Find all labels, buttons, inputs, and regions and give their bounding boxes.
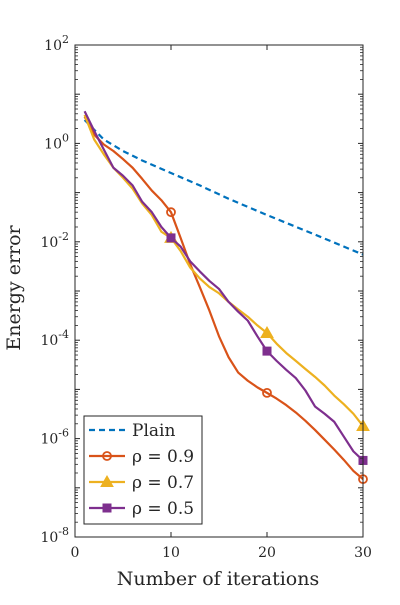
y-tick-label: 100 bbox=[44, 131, 69, 152]
legend-marker-2 bbox=[100, 474, 114, 487]
series-1-line bbox=[83, 116, 364, 480]
series-3-point bbox=[166, 233, 176, 243]
series-1-point bbox=[166, 207, 176, 218]
legend-marker-1 bbox=[102, 451, 112, 461]
x-tick-label: 30 bbox=[354, 545, 372, 561]
legend-label-0: Plain bbox=[132, 421, 175, 441]
series-2-line bbox=[83, 114, 364, 427]
y-tick-label: 10-6 bbox=[40, 427, 69, 448]
x-tick-label: 20 bbox=[258, 545, 276, 561]
legend-label-2: ρ = 0.7 bbox=[132, 473, 194, 493]
series-1-point bbox=[262, 387, 272, 398]
legend-label-1: ρ = 0.9 bbox=[132, 447, 194, 467]
x-tick-label: 0 bbox=[71, 545, 80, 561]
series-0-line bbox=[83, 119, 364, 256]
series-3-point bbox=[262, 346, 272, 356]
y-tick-label: 10-2 bbox=[40, 230, 69, 251]
y-axis-label: Energy error bbox=[3, 224, 25, 350]
series-2-point bbox=[260, 326, 274, 339]
y-tick-label: 102 bbox=[44, 33, 69, 54]
legend: Plain ρ = 0.9 ρ = 0.7 ρ = 0.5 bbox=[83, 415, 203, 525]
legend-label-3: ρ = 0.5 bbox=[132, 499, 194, 519]
x-tick-label: 10 bbox=[162, 545, 180, 561]
x-axis-ticks: 0 10 20 30 bbox=[71, 45, 372, 561]
y-axis-ticks: 10-8 10-6 10-4 10-2 100 102 bbox=[40, 33, 363, 546]
series-3-line bbox=[83, 110, 364, 462]
legend-marker-3 bbox=[102, 503, 112, 513]
x-axis-label: Number of iterations bbox=[117, 568, 319, 590]
plot-area bbox=[83, 110, 370, 485]
y-tick-label: 10-4 bbox=[40, 328, 69, 349]
y-tick-label: 10-8 bbox=[40, 525, 69, 546]
